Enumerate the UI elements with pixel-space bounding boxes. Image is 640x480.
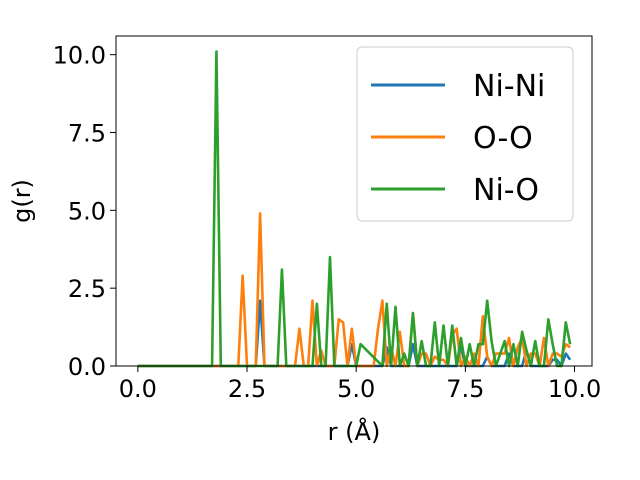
y-tick-label: 0.0 bbox=[68, 353, 106, 381]
legend-box bbox=[356, 46, 574, 222]
legend-label-ni-o: Ni-O bbox=[473, 173, 539, 208]
y-tick-label: 7.5 bbox=[68, 120, 106, 148]
x-tick-label: 5.0 bbox=[337, 375, 375, 403]
ticks-layer: 0.0 2.5 5.0 7.5 10.0 0.0 2.5 5.0 7.5 10.0 bbox=[53, 42, 602, 403]
x-tick-label: 2.5 bbox=[228, 375, 266, 403]
x-tick-label: 7.5 bbox=[446, 375, 484, 403]
y-axis-label: g(r) bbox=[8, 179, 36, 223]
y-tick-label: 2.5 bbox=[68, 275, 106, 303]
plot-frame bbox=[115, 35, 593, 367]
legend-label-o-o: O-O bbox=[473, 121, 533, 156]
x-tick-label: 10.0 bbox=[548, 375, 601, 403]
legend: Ni-Ni O-O Ni-O bbox=[356, 46, 574, 222]
x-tick-label: 0.0 bbox=[119, 375, 157, 403]
y-tick-label: 5.0 bbox=[68, 197, 106, 225]
y-tick-label: 10.0 bbox=[53, 42, 106, 70]
legend-label-ni-ni: Ni-Ni bbox=[473, 69, 545, 104]
x-axis-label: r (Å) bbox=[328, 417, 381, 446]
